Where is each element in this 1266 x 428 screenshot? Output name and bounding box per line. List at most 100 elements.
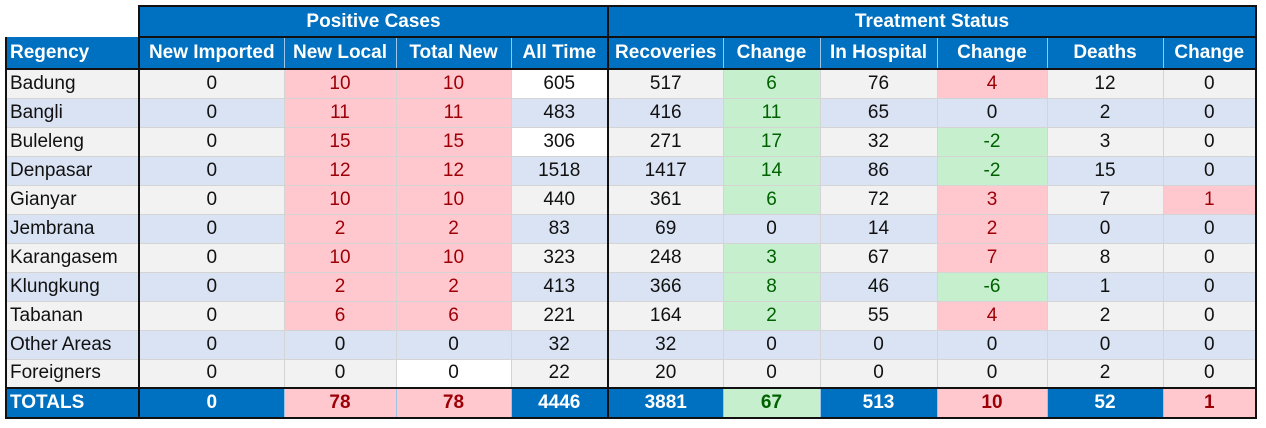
all-time-cell: 306 [510,126,609,157]
column-header-deaths: Deaths [1046,37,1164,70]
recoveries-cell: 361 [607,184,724,215]
deaths-cell: 0 [1046,213,1164,244]
total-new-cell: 11 [395,97,512,128]
column-header-hospital-change: Change [936,37,1048,70]
column-header-regency: Regency [5,37,140,70]
in-hospital-cell: 65 [819,97,938,128]
new-imported-cell: 0 [138,300,285,331]
regency-name-cell: Badung [5,68,140,99]
deaths-cell: 1 [1046,271,1164,302]
all-time-cell: 22 [510,358,609,389]
recoveries-cell: 366 [607,271,724,302]
table-row: Badung 0 10 10 605 517 6 76 4 12 0 [5,68,1257,99]
column-header-all-time: All Time [510,37,609,70]
hospital-change-cell: -2 [936,126,1048,157]
hospital-change-cell: 0 [936,329,1048,360]
deaths-cell: 8 [1046,242,1164,273]
hospital-change-cell: 0 [936,97,1048,128]
recoveries-change-cell: 2 [722,300,821,331]
hospital-change-cell: 7 [936,242,1048,273]
totals-total-new-cell: 78 [395,387,512,419]
in-hospital-cell: 46 [819,271,938,302]
totals-in-hospital-cell: 513 [819,387,938,419]
in-hospital-cell: 86 [819,155,938,186]
all-time-cell: 1518 [510,155,609,186]
new-local-cell: 6 [283,300,397,331]
totals-all-time-cell: 4446 [510,387,609,419]
deaths-cell: 0 [1046,329,1164,360]
new-local-cell: 10 [283,68,397,99]
deaths-cell: 2 [1046,358,1164,389]
deaths-cell: 12 [1046,68,1164,99]
deaths-change-cell: 0 [1162,271,1257,302]
total-new-cell: 10 [395,242,512,273]
regency-name-cell: Buleleng [5,126,140,157]
group-header-row: Positive Cases Treatment Status [6,5,1257,38]
recoveries-cell: 271 [607,126,724,157]
recoveries-cell: 69 [607,213,724,244]
group-header-blank [6,6,140,37]
deaths-change-cell: 0 [1162,97,1257,128]
hospital-change-cell: 4 [936,68,1048,99]
table-row: Klungkung 0 2 2 413 366 8 46 -6 1 0 [5,271,1257,302]
deaths-cell: 2 [1046,97,1164,128]
total-new-cell: 10 [395,184,512,215]
new-local-cell: 15 [283,126,397,157]
new-imported-cell: 0 [138,358,285,389]
deaths-change-cell: 0 [1162,213,1257,244]
group-header-treatment-status: Treatment Status [607,5,1257,38]
deaths-cell: 15 [1046,155,1164,186]
recoveries-change-cell: 0 [722,358,821,389]
recoveries-change-cell: 3 [722,242,821,273]
totals-deaths-change-cell: 1 [1162,387,1257,419]
in-hospital-cell: 32 [819,126,938,157]
regency-name-cell: Karangasem [5,242,140,273]
regency-name-cell: Denpasar [5,155,140,186]
in-hospital-cell: 55 [819,300,938,331]
table-row: Foreigners 0 0 0 22 20 0 0 0 2 0 [5,358,1257,389]
deaths-cell: 2 [1046,300,1164,331]
new-imported-cell: 0 [138,242,285,273]
recoveries-change-cell: 6 [722,68,821,99]
new-local-cell: 10 [283,184,397,215]
recoveries-change-cell: 8 [722,271,821,302]
totals-deaths-cell: 52 [1046,387,1164,419]
deaths-change-cell: 0 [1162,300,1257,331]
table-row: Jembrana 0 2 2 83 69 0 14 2 0 0 [5,213,1257,244]
all-time-cell: 605 [510,68,609,99]
recoveries-change-cell: 14 [722,155,821,186]
hospital-change-cell: -6 [936,271,1048,302]
all-time-cell: 440 [510,184,609,215]
table-row: Denpasar 0 12 12 1518 1417 14 86 -2 15 0 [5,155,1257,186]
in-hospital-cell: 67 [819,242,938,273]
deaths-cell: 3 [1046,126,1164,157]
regency-name-cell: Other Areas [5,329,140,360]
in-hospital-cell: 72 [819,184,938,215]
group-header-positive-cases: Positive Cases [138,5,609,38]
table-row: Karangasem 0 10 10 323 248 3 67 7 8 0 [5,242,1257,273]
column-header-total-new: Total New [395,37,512,70]
new-local-cell: 11 [283,97,397,128]
new-imported-cell: 0 [138,329,285,360]
column-header-recoveries-change: Change [722,37,821,70]
new-imported-cell: 0 [138,126,285,157]
table-body: Badung 0 10 10 605 517 6 76 4 12 0 Bangli 0 11 11 483 41… [5,68,1257,419]
hospital-change-cell: 2 [936,213,1048,244]
column-header-new-imported: New Imported [138,37,285,70]
total-new-cell: 0 [395,329,512,360]
in-hospital-cell: 14 [819,213,938,244]
regency-name-cell: Tabanan [5,300,140,331]
new-imported-cell: 0 [138,184,285,215]
all-time-cell: 483 [510,97,609,128]
deaths-change-cell: 0 [1162,242,1257,273]
regency-name-cell: Gianyar [5,184,140,215]
totals-label: TOTALS [5,387,140,419]
new-local-cell: 0 [283,329,397,360]
in-hospital-cell: 0 [819,358,938,389]
deaths-change-cell: 0 [1162,68,1257,99]
total-new-cell: 2 [395,271,512,302]
all-time-cell: 83 [510,213,609,244]
table-row: Bangli 0 11 11 483 416 11 65 0 2 0 [5,97,1257,128]
all-time-cell: 32 [510,329,609,360]
recoveries-cell: 517 [607,68,724,99]
